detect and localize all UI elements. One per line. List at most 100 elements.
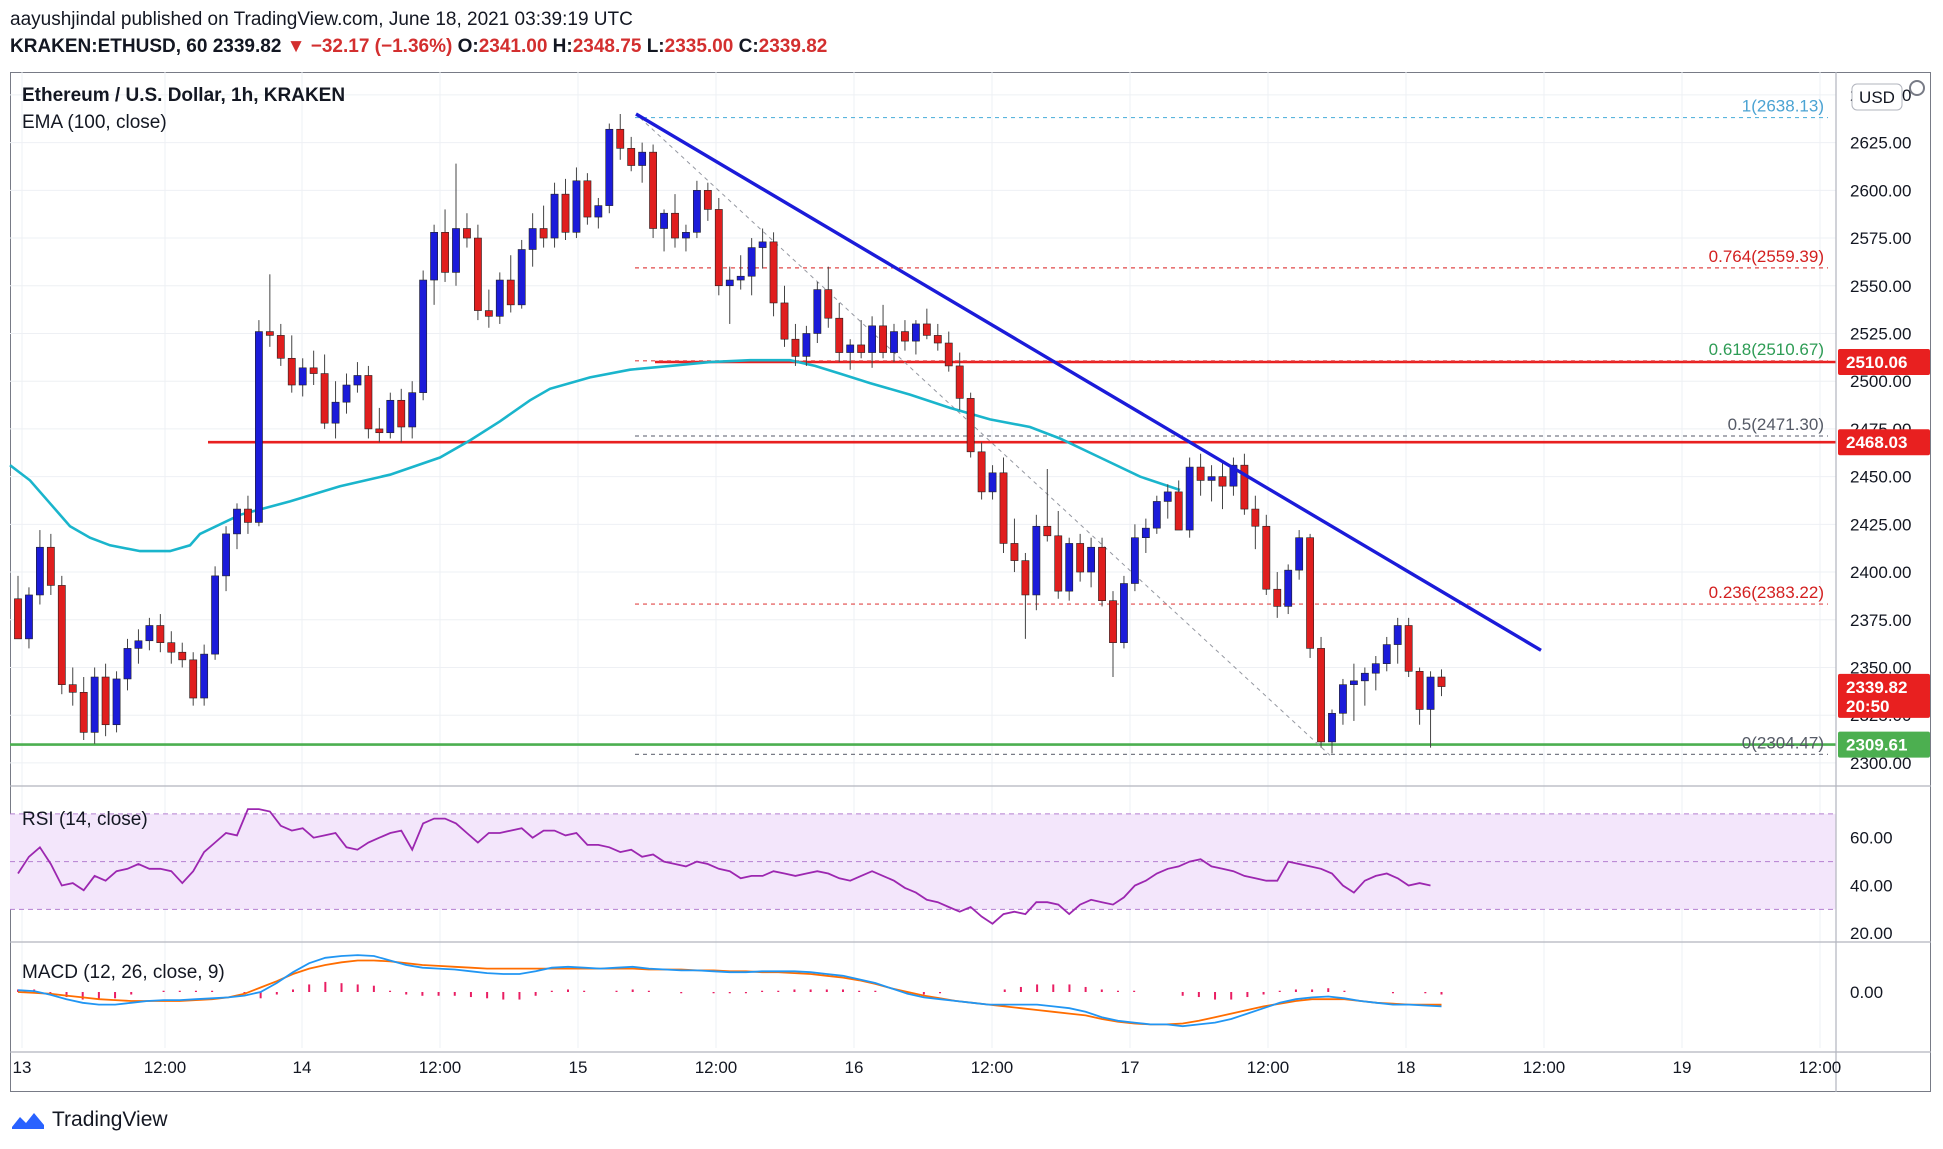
fibonacci-levels: 1(2638.13) 0.764(2559.39) 0.618(2510.67) 0.… <box>635 97 1828 756</box>
candle-down <box>901 331 909 342</box>
candle-up <box>1120 583 1128 643</box>
time-tick-label: 12:00 <box>1247 1058 1290 1077</box>
candle-down <box>46 546 55 586</box>
settings-icon <box>1909 80 1925 96</box>
candle-down <box>1054 535 1063 592</box>
price-badge-label: 2339.82 <box>1846 678 1907 697</box>
candle-down <box>14 598 22 640</box>
candle-up <box>1152 501 1161 529</box>
time-tick-label: 12:00 <box>971 1058 1014 1077</box>
candle-up <box>1087 546 1095 573</box>
price-badge-label: 2468.03 <box>1846 433 1907 452</box>
candle-up <box>802 333 811 357</box>
candle-up <box>1382 644 1391 664</box>
candle-up <box>725 279 734 287</box>
trend-line[interactable] <box>635 112 1542 652</box>
ema-line <box>9 358 1181 553</box>
time-tick-label: 13 <box>13 1058 32 1077</box>
candle-down <box>309 367 318 374</box>
candle-up <box>112 678 121 726</box>
candle-up <box>211 575 219 655</box>
candle-down <box>484 310 493 317</box>
ema-legend: EMA (100, close) <box>22 112 167 133</box>
candle-down <box>397 399 406 428</box>
publish-info: aayushjindal published on TradingView.co… <box>10 9 633 30</box>
price-badge-label: 2510.06 <box>1846 353 1907 372</box>
rsi-tick-label: 40.00 <box>1850 876 1893 895</box>
high-value: 2348.75 <box>572 36 642 57</box>
candle-down <box>1196 466 1205 481</box>
price-tick-label: 2500.00 <box>1850 372 1911 391</box>
high-label: H: <box>552 36 573 57</box>
down-arrow-icon: ▼ <box>286 36 306 57</box>
fib-level-label: 0.236(2383.22) <box>1709 583 1824 602</box>
candle-down <box>616 128 625 149</box>
candle-down <box>922 323 931 336</box>
candle-up <box>233 508 241 535</box>
footer: TradingView <box>10 1103 168 1137</box>
fib-level-label: 0.5(2471.30) <box>1728 415 1824 434</box>
candle-up <box>430 232 438 281</box>
price-tick-label: 2350.00 <box>1850 658 1911 677</box>
candle-down <box>955 365 964 399</box>
candle-down <box>539 228 548 239</box>
candle-down <box>364 375 373 430</box>
time-tick-label: 16 <box>845 1058 864 1077</box>
candle-up <box>682 232 690 239</box>
candle-down <box>933 335 942 344</box>
rsi-tick-label: 60.00 <box>1850 829 1893 848</box>
candle-up <box>1295 537 1304 571</box>
candle-up <box>528 228 537 250</box>
candle-up <box>660 212 668 229</box>
time-tick-label: 12:00 <box>1523 1058 1566 1077</box>
candle-down <box>649 151 657 229</box>
candle-down <box>835 317 844 353</box>
candle-up <box>736 275 745 281</box>
macd-legend: MACD (12, 26, close, 9) <box>22 962 225 983</box>
last-price: 2339.82 <box>212 36 282 57</box>
candle-down <box>1076 543 1085 573</box>
fib-level-label: 1(2638.13) <box>1742 97 1824 116</box>
candle-up <box>1163 491 1172 502</box>
candle-down <box>178 651 187 661</box>
time-tick-label: 12:00 <box>1799 1058 1842 1077</box>
countdown-label: 20:50 <box>1846 697 1889 716</box>
candle-down <box>999 472 1008 544</box>
symbol-line: KRAKEN:ETHUSD, 60 2339.82 ▼ −32.17 (−1.3… <box>10 33 827 60</box>
main-pane-title: Ethereum / U.S. Dollar, 1h, KRAKEN <box>22 85 345 106</box>
candle-down <box>244 508 252 523</box>
low-label: L: <box>646 36 665 57</box>
candle-up <box>813 289 822 334</box>
candle-up <box>890 331 898 353</box>
candle-down <box>1240 464 1249 510</box>
open-value: 2341.00 <box>478 36 548 57</box>
candle-up <box>1393 625 1402 645</box>
candle-up <box>35 546 44 596</box>
candle-down <box>79 691 88 733</box>
candle-down <box>1317 648 1325 743</box>
candle-down <box>57 585 66 685</box>
price-change: −32.17 (−1.36%) <box>310 36 453 57</box>
candle-down <box>1404 625 1413 672</box>
candle-up <box>25 594 33 640</box>
candle-up <box>747 247 756 277</box>
candle-down <box>473 237 482 311</box>
candle-up <box>1229 464 1238 487</box>
price-badge <box>1838 348 1930 375</box>
candle-down <box>1306 537 1314 649</box>
candle-up <box>1360 672 1369 682</box>
candle-down <box>879 325 887 353</box>
candle-up <box>255 331 263 523</box>
candle-up <box>638 151 647 166</box>
price-badge <box>1838 673 1930 718</box>
candle-down <box>320 373 329 424</box>
candle-up <box>90 676 99 733</box>
rsi-line <box>17 808 1431 925</box>
price-tick-label: 2400.00 <box>1850 563 1911 582</box>
currency-label: USD <box>1859 88 1895 107</box>
candle-down <box>824 289 833 319</box>
price-badge <box>1838 429 1930 456</box>
macd-tick-label: 0.00 <box>1850 983 1883 1002</box>
